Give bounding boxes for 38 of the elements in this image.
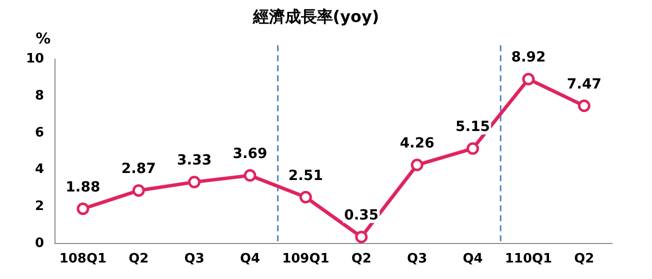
point <box>244 169 256 182</box>
x-tick-label: 108Q1 <box>59 252 107 267</box>
x-tick-label: Q2 <box>351 252 372 267</box>
point <box>299 190 312 204</box>
data-label: 4.26 <box>400 136 434 152</box>
data-label: 1.88 <box>66 179 100 196</box>
point <box>466 142 480 155</box>
y-tick-label: 6 <box>35 125 44 140</box>
y-tick-label: 0 <box>35 236 44 251</box>
x-tick-label: Q4 <box>462 252 483 267</box>
point <box>522 72 535 86</box>
x-tick-label: Q3 <box>184 252 204 267</box>
x-tick-label: Q4 <box>240 252 260 267</box>
y-tick-label: 10 <box>26 52 44 67</box>
x-tick-label: 109Q1 <box>282 252 330 267</box>
point <box>132 184 145 197</box>
x-tick-label: 110Q1 <box>504 252 552 267</box>
y-axis-title: % <box>36 30 51 48</box>
x-tick-label: Q2 <box>128 252 149 267</box>
data-label: 5.15 <box>456 119 490 136</box>
y-tick-label: 2 <box>35 198 44 214</box>
data-label: 3.33 <box>177 152 212 169</box>
point <box>578 100 590 112</box>
y-tick-label: 8 <box>35 88 44 104</box>
y-tick-label: 4 <box>35 162 44 178</box>
data-label: 2.51 <box>288 168 323 184</box>
chart-title: 經濟成長率(yoy) <box>252 6 380 26</box>
x-tick-label: Q2 <box>574 252 594 267</box>
data-label: 7.47 <box>566 76 602 92</box>
data-label: 3.69 <box>232 146 268 162</box>
point <box>355 230 368 244</box>
point <box>76 202 90 216</box>
point <box>188 176 201 188</box>
data-label: 8.92 <box>511 50 546 66</box>
point <box>410 158 424 172</box>
x-tick-label: Q3 <box>407 252 428 267</box>
data-label: 0.35 <box>344 208 379 224</box>
data-label: 2.87 <box>121 161 156 178</box>
